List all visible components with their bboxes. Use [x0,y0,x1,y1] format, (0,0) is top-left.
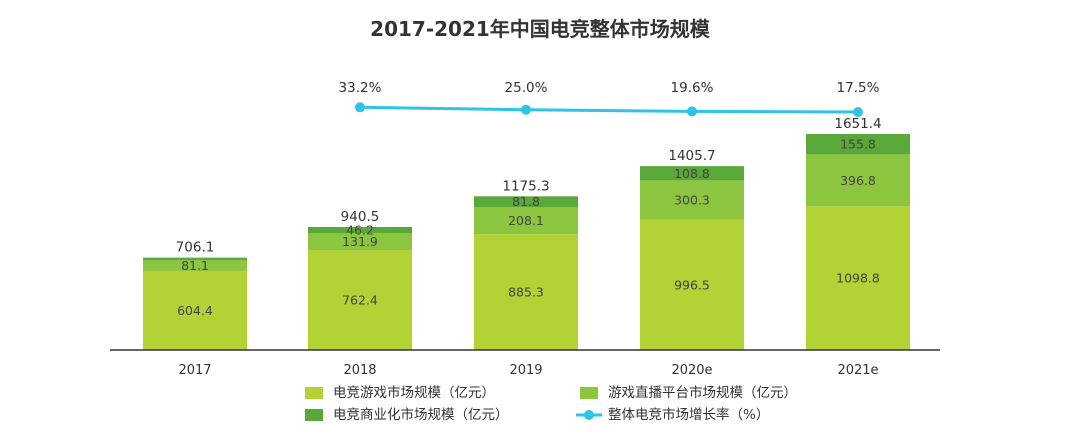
x-tick-label: 2017 [178,363,211,378]
growth-rate-point [853,107,863,117]
bar-segment-1-2021e [806,206,910,350]
segment-label: 208.1 [508,213,544,228]
total-label: 1405.7 [668,148,715,164]
segment-label: 1098.8 [836,271,880,286]
segment-label: 155.8 [840,137,876,152]
x-tick-label: 2019 [509,363,542,378]
growth-rate-polyline [359,105,859,114]
x-tick-label: 2021e [837,363,878,378]
chart-title: 2017-2021年中国电竞整体市场规模 [370,17,711,41]
total-label: 940.5 [341,209,380,225]
x-tick-label: 2018 [343,363,376,378]
legend: 电竞游戏市场规模（亿元） 游戏直播平台市场规模（亿元） 电竞商业化市场规模（亿元） 整… [305,384,797,423]
legend-label: 电竞商业化市场规模（亿元） [333,406,509,423]
segment-label: 396.8 [840,173,876,188]
x-tick-label: 2020e [671,363,712,378]
segment-label: 108.8 [674,166,710,181]
segment-label: 996.5 [674,277,710,292]
bar-segment-3-2017 [143,257,247,261]
bar-segment-2-2019 [474,206,578,235]
bar-segment-1-2017 [143,270,247,350]
legend-marker [584,410,594,420]
total-label: 1651.4 [834,116,881,132]
total-label: 706.1 [176,240,215,256]
growth-rate-line: 33.2% 25.0% 19.6% 17.5% [339,80,880,117]
segment-label: 131.9 [342,234,378,249]
growth-rate-label: 19.6% [671,80,714,96]
segment-label: 604.4 [177,303,213,318]
legend-label: 游戏直播平台市场规模（亿元） [608,384,797,401]
segment-label: 81.1 [181,258,209,273]
legend-label: 整体电竞市场增长率（%） [608,406,769,423]
segment-label: 885.3 [508,285,544,300]
growth-rate-point [355,102,365,113]
segment-label: 300.3 [674,193,710,208]
bar-segment-2-2018 [308,233,412,251]
legend-label: 电竞游戏市场规模（亿元） [333,384,495,401]
bar-segment-2-2017 [143,260,247,271]
bar-segment-3-2020e [640,166,744,181]
segment-label: 81.8 [512,194,540,209]
bar-segment-1-2020e [640,219,744,350]
bar-segment-3-2019 [474,196,578,207]
segment-label: 46.2 [346,223,374,238]
bar-segment-3-2021e [806,134,910,155]
segment-label: 762.4 [342,293,378,308]
growth-rate-point [521,104,531,115]
x-tick-labels: 2017 2018 2019 2020e 2021e [178,363,878,378]
growth-rate-label: 25.0% [505,80,548,96]
legend-swatch [305,387,323,399]
legend-swatch [305,409,323,421]
growth-rate-label: 17.5% [837,80,880,96]
bar-segment-2-2021e [806,154,910,207]
total-label: 1175.3 [502,178,549,194]
bar-segment-1-2018 [308,250,412,350]
bar-segment-2-2020e [640,180,744,220]
growth-rate-point [687,106,697,117]
growth-rate-label: 33.2% [339,80,382,96]
bar-segment-1-2019 [474,234,578,350]
legend-swatch [580,387,598,399]
bar-segment-3-2018 [308,226,412,234]
